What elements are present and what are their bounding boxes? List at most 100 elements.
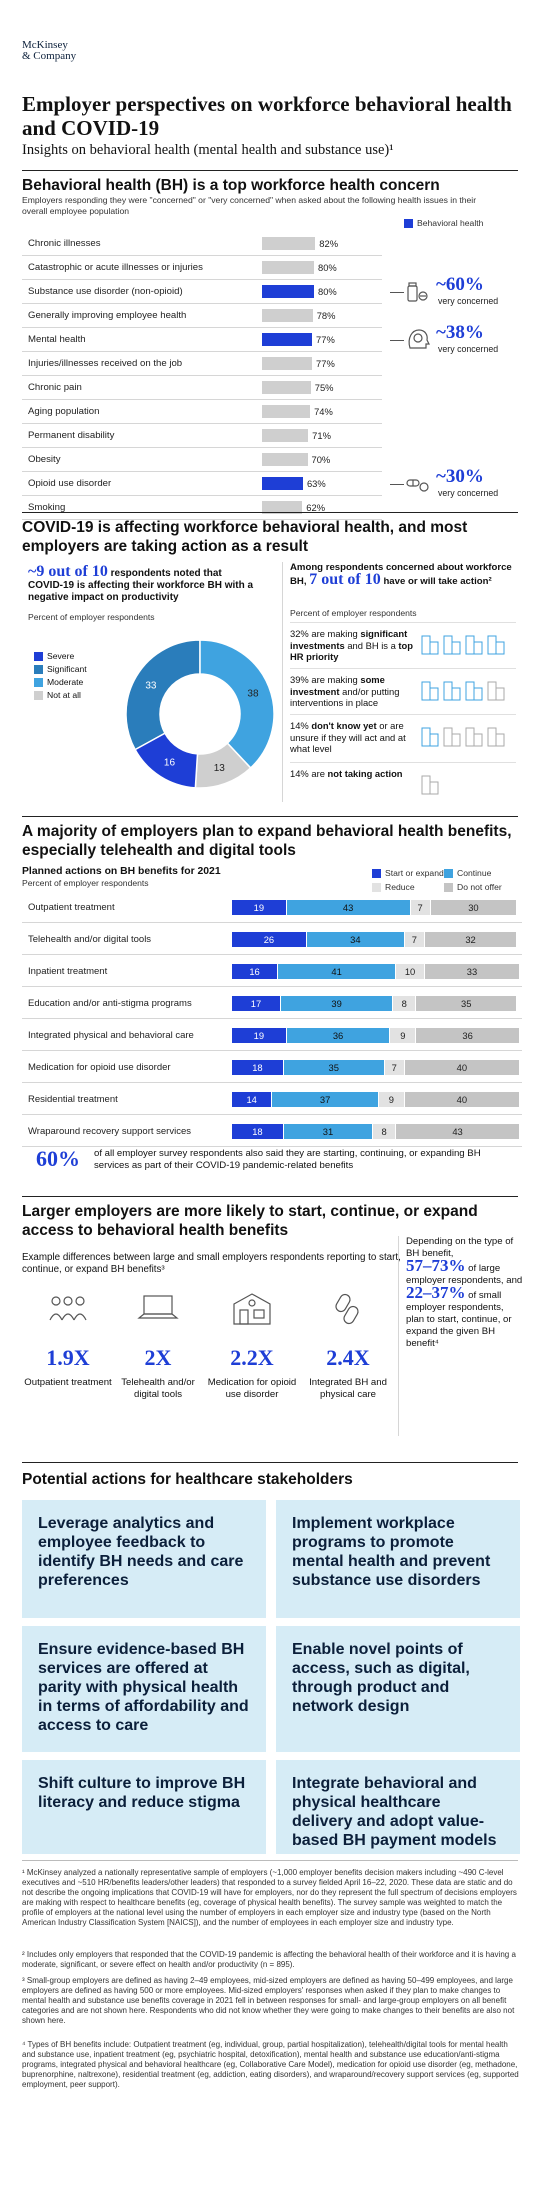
bh-row-label: Injuries/illnesses received on the job <box>28 358 183 369</box>
pills-bottle-icon <box>407 282 428 302</box>
action-pct: 14% are <box>290 768 328 779</box>
right-text1: Among respondents concerned about workfo… <box>290 562 512 587</box>
stack-segment-do-not-offer: 30 <box>430 900 517 915</box>
buildings-icon <box>421 775 439 795</box>
divider <box>22 1462 518 1464</box>
action-bold: significant investments <box>290 628 408 651</box>
bh-row: Obesity 70% <box>22 448 382 472</box>
stack-row: Education and/or anti-stigma programs 17 3… <box>22 988 522 1019</box>
bh-bar <box>262 477 303 490</box>
callout-label: very concerned <box>438 296 499 306</box>
link-icon <box>335 1293 359 1325</box>
bh-bar <box>262 357 313 370</box>
right-sub: Percent of employer respondents <box>290 608 417 618</box>
bh-row-label: Substance use disorder (non-opioid) <box>28 286 183 297</box>
bh-row: Mental health 77% <box>22 328 382 352</box>
section4-desc: Example differences between large and sm… <box>22 1252 401 1275</box>
left-sub: Percent of employer respondents <box>28 612 155 622</box>
stack-segment-start-or-expand: 18 <box>232 1060 283 1075</box>
section4-side: Depending on the type of BH benefit, 57–… <box>406 1236 524 1350</box>
bh-bar <box>262 333 313 346</box>
bh-value-label: 82% <box>319 238 339 249</box>
action-bold: some investment <box>290 674 385 697</box>
bh-value-label: 71% <box>312 430 331 441</box>
action-card: Ensure evidence-based BH services are of… <box>22 1626 266 1752</box>
legend-label: Reduce <box>385 882 415 892</box>
legend-label: Do not offer <box>457 882 502 892</box>
divider <box>290 622 516 623</box>
bh-row: Permanent disability 71% <box>22 424 382 448</box>
legend-swatch <box>34 652 43 662</box>
pills-icon <box>406 479 429 492</box>
bh-row-label: Aging population <box>28 406 100 417</box>
logo-line2: & Company <box>22 50 77 62</box>
bh-row-label: Opioid use disorder <box>28 478 112 489</box>
left-big-number: ~9 out of 10 <box>28 563 108 580</box>
footnote: ⁴ Types of BH benefits include: Outpatie… <box>22 2040 519 2089</box>
donut-value-label: 16 <box>164 758 176 769</box>
mckinsey-logo: McKinsey & Company <box>22 40 76 62</box>
stack-segment-continue: 34 <box>306 932 404 947</box>
page-subtitle: Insights on behavioral health (mental he… <box>22 142 394 158</box>
legend-label: Behavioral health <box>417 218 484 228</box>
legend-label: Start or expand <box>385 868 444 878</box>
legend-swatch <box>444 869 453 879</box>
bh-value-label: 74% <box>314 406 333 417</box>
side-big2: 22–37% <box>406 1283 466 1302</box>
ratio-value: 2X <box>144 1345 172 1370</box>
donut-slice-significant <box>125 639 201 751</box>
stack-row: Inpatient treatment 16 41 10 33 <box>22 956 522 987</box>
donut-legend-item: Not at all <box>34 689 87 702</box>
ratio-label: Outpatient treatment <box>24 1377 112 1388</box>
bh-row: Generally improving employee health 78% <box>22 304 382 328</box>
stack-segment-continue: 39 <box>280 996 393 1011</box>
action-item: 32% are making significant investments a… <box>290 628 418 663</box>
section4-heading: Larger employers are more likely to star… <box>22 1203 478 1239</box>
stack-chart-sub: Percent of employer respondents <box>22 878 149 888</box>
stack-segment-do-not-offer: 40 <box>404 1092 519 1107</box>
footnote: ¹ McKinsey analyzed a nationally represe… <box>22 1868 517 1927</box>
donut-legend-item: Severe <box>34 650 87 663</box>
bh-row: Opioid use disorder 63% <box>22 472 382 496</box>
legend-label: Significant <box>47 664 87 674</box>
divider <box>22 512 518 514</box>
stack-segment-reduce: 9 <box>378 1092 404 1107</box>
legend-swatch <box>34 665 43 675</box>
side-text1: Depending on the type of BH benefit, <box>406 1236 514 1259</box>
donut-value-label: 33 <box>145 680 157 691</box>
action-card: Enable novel points of access, such as d… <box>276 1626 520 1752</box>
ratio-value: 2.2X <box>230 1345 274 1370</box>
action-card: Leverage analytics and employee feedback… <box>22 1500 266 1618</box>
donut-slice-severe <box>134 732 199 789</box>
divider <box>22 1860 518 1861</box>
action-rest: and/or putting interventions in place <box>290 685 400 709</box>
footnote: ² Includes only employers that responded… <box>22 1950 516 1969</box>
bh-bar <box>262 429 309 442</box>
ratio-item: 2.2X Medication for opioid use disorder <box>206 1292 298 1401</box>
stack-segment-do-not-offer: 32 <box>424 932 517 947</box>
bh-row: Aging population 74% <box>22 400 382 424</box>
stack-row-label: Integrated physical and behavioral care <box>28 1030 194 1041</box>
legend-label: Moderate <box>47 677 84 687</box>
bh-value-label: 77% <box>316 334 335 345</box>
ratio-value: 2.4X <box>326 1345 370 1370</box>
stack-row-label: Medication for opioid use disorder <box>28 1062 171 1073</box>
ratio-item: 2.4X Integrated BH and physical care <box>302 1292 394 1401</box>
group-icon <box>49 1296 87 1321</box>
stack-row: Wraparound recovery support services 18 31… <box>22 1116 522 1147</box>
action-rest: or are unsure if they will act and at wh… <box>290 720 406 754</box>
bh-row-label: Generally improving employee health <box>28 310 187 321</box>
stack-legend-item: Continue <box>444 866 516 880</box>
stack-segment-reduce: 8 <box>393 996 416 1011</box>
section1-desc: Employers responding they were "concerne… <box>22 195 477 216</box>
brain-head-icon <box>408 329 430 349</box>
left-text2: COVID-19 is affecting their workforce BH… <box>28 580 254 603</box>
donut-value-label: 38 <box>247 689 259 700</box>
divider <box>22 816 518 818</box>
bh-row-label: Catastrophic or acute illnesses or injur… <box>28 262 203 273</box>
bh-value-label: 77% <box>316 358 335 369</box>
stack-segment-do-not-offer: 35 <box>416 996 517 1011</box>
stack-segment-do-not-offer: 40 <box>404 1060 519 1075</box>
callout-connector <box>390 340 404 341</box>
